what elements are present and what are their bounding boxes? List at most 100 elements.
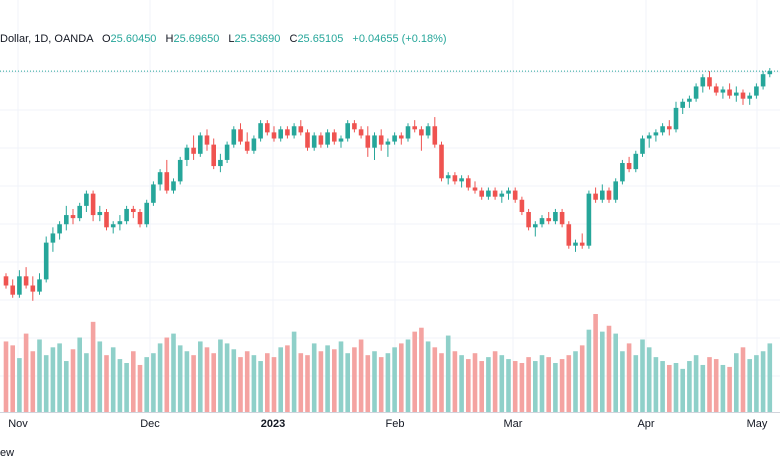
x-axis[interactable]: Nov Dec 2023 Feb Mar Apr May — [0, 412, 780, 437]
volume-bar — [3, 341, 9, 412]
volume-bar — [332, 349, 337, 412]
candle-body — [760, 74, 766, 87]
volume-bar — [419, 327, 424, 412]
volume-bar — [626, 343, 632, 412]
volume-bar — [23, 333, 29, 412]
volume-bar — [191, 355, 196, 412]
candle-body — [104, 212, 109, 228]
volume-bar — [519, 363, 525, 412]
volume-bar — [110, 347, 116, 412]
volume-bar — [124, 363, 129, 412]
x-tick-label: Feb — [385, 418, 405, 430]
volume-bar — [258, 361, 263, 412]
volume-bar — [265, 353, 270, 412]
volume-bar — [707, 357, 712, 412]
candle-body — [90, 193, 96, 216]
candle-body — [97, 212, 103, 216]
candle-body — [171, 181, 176, 191]
volume-bar — [50, 347, 56, 412]
volume-bar — [727, 366, 732, 412]
candle-body — [70, 215, 76, 219]
volume-bar — [30, 351, 36, 412]
low-value: 25.53690 — [234, 33, 281, 45]
x-tick-label: Nov — [8, 418, 28, 430]
volume-bar — [365, 355, 371, 412]
volume-bar — [378, 357, 384, 412]
volume-bar — [385, 353, 391, 412]
candle-body — [600, 190, 605, 200]
volume-bar — [10, 345, 15, 412]
volume-bar — [399, 343, 404, 412]
candle-body — [23, 276, 29, 286]
candle-body — [224, 144, 230, 160]
volume-bar — [291, 331, 297, 412]
candle-body — [593, 193, 598, 200]
volume-bar — [600, 331, 605, 412]
volume-bar — [251, 355, 257, 412]
candle-body — [405, 126, 411, 139]
volume-bar — [512, 361, 518, 412]
volume-bar — [311, 343, 317, 412]
volume-bar — [211, 353, 216, 412]
candle-body — [177, 159, 183, 182]
candle-body — [291, 126, 297, 136]
candle-body — [265, 123, 270, 133]
candle-body — [626, 163, 632, 170]
candle-body — [680, 101, 685, 108]
volume-bar — [137, 364, 143, 412]
candle-body — [539, 218, 545, 225]
volume-bar — [667, 364, 672, 412]
volume-bar — [566, 355, 572, 412]
x-tick-label: May — [746, 418, 768, 430]
volume-bar — [579, 345, 585, 412]
volume-bar — [177, 345, 183, 412]
x-tick-label: Apr — [637, 418, 655, 430]
volume-bar — [459, 355, 464, 412]
volume-bar — [238, 357, 243, 412]
candle-body — [633, 153, 639, 170]
volume-bar — [305, 355, 310, 412]
candle-body — [124, 208, 129, 222]
volume-bar — [37, 339, 42, 412]
volume-bar — [767, 343, 773, 412]
candle-body — [298, 126, 304, 133]
candle-body — [472, 187, 478, 191]
volume-bar — [747, 359, 752, 412]
candle-body — [425, 126, 431, 136]
symbol-label: Dollar, 1D, OANDA — [0, 33, 93, 45]
candle-body — [693, 86, 699, 99]
volume-bar — [680, 368, 685, 412]
candle-body — [365, 135, 371, 148]
candle-body — [606, 190, 612, 200]
candle-body — [311, 135, 317, 148]
volume-bar — [164, 337, 170, 412]
candle-body — [164, 172, 170, 191]
volume-bar — [104, 355, 109, 412]
candle-body — [519, 199, 525, 212]
volume-bar — [633, 355, 639, 412]
candle-body — [466, 178, 471, 188]
open-label: O — [101, 33, 111, 45]
candle-body — [345, 123, 350, 139]
price-chart[interactable] — [0, 0, 780, 412]
branding-text: ew — [0, 447, 15, 459]
candle-body — [144, 202, 149, 225]
candle-body — [653, 132, 659, 136]
candle-body — [707, 77, 712, 87]
ohlc-legend: Dollar, 1D, OANDA O25.60450 H25.69650 L2… — [0, 33, 447, 45]
candle-body — [338, 138, 344, 142]
candle-body — [50, 233, 56, 243]
volume-bar — [593, 314, 598, 412]
candle-body — [506, 190, 511, 194]
candle-body — [713, 86, 719, 93]
open-value: 25.60450 — [110, 33, 157, 45]
volume-bar — [231, 349, 237, 412]
volume-bar — [318, 351, 324, 412]
candle-body — [352, 123, 357, 130]
candle-body — [566, 224, 572, 246]
volume-bar — [224, 343, 230, 412]
candle-body — [358, 129, 364, 136]
candle-body — [64, 215, 69, 225]
candle-body — [512, 190, 518, 200]
